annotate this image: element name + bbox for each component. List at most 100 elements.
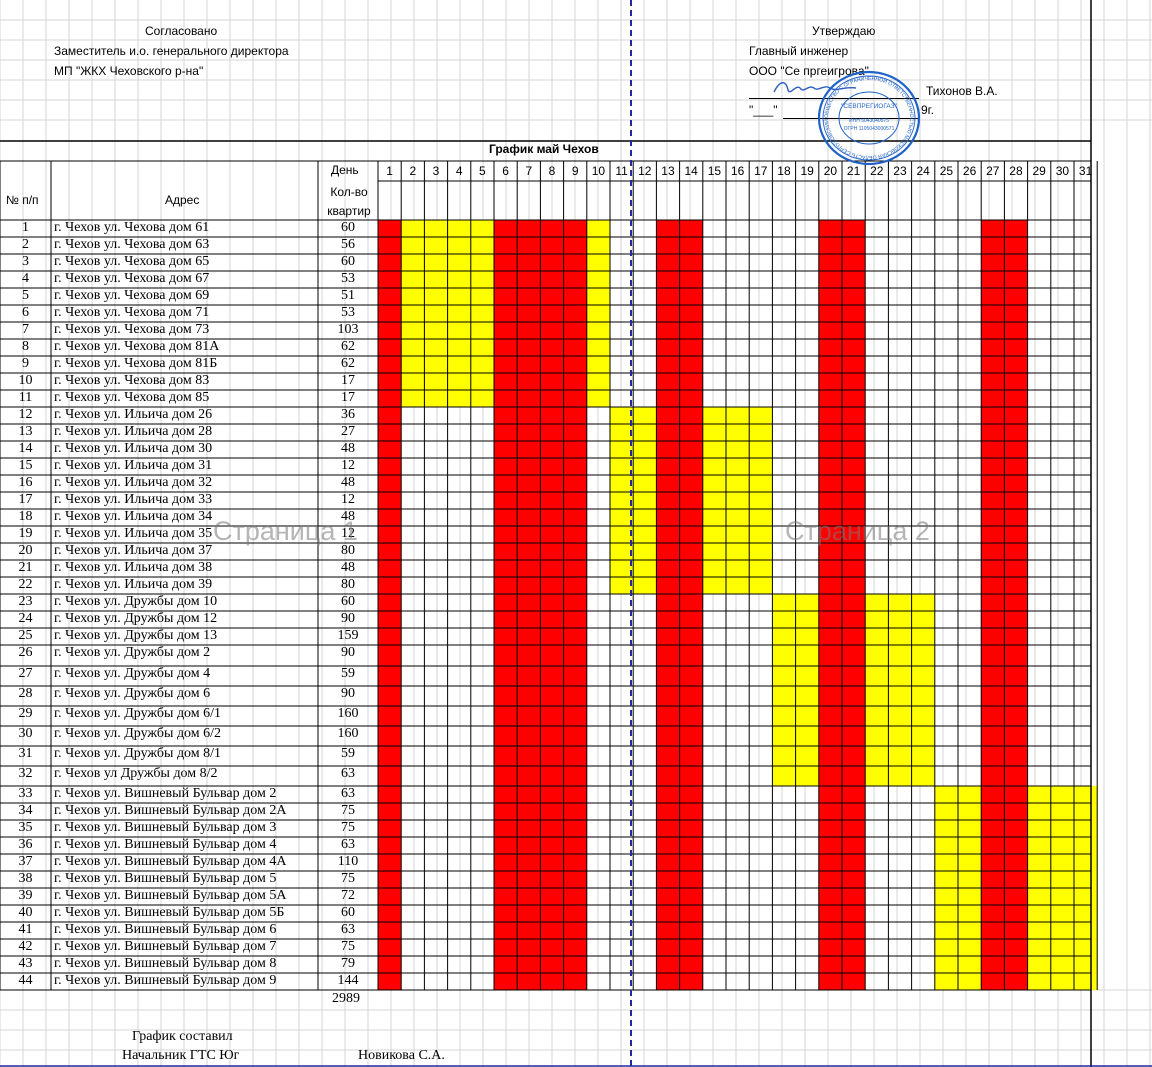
schedule-cell	[586, 339, 610, 356]
schedule-cell	[517, 475, 541, 492]
schedule-cell	[494, 577, 518, 594]
day-header: 14	[684, 164, 698, 178]
approved-line2: МП "ЖКХ Чеховского р-на"	[54, 64, 204, 78]
day-header: 10	[591, 164, 606, 178]
schedule-cell	[726, 543, 750, 560]
row-address: г. Чехов ул. Вишневый Бульвар дом 8	[54, 956, 277, 971]
row-apartments: 75	[341, 803, 355, 818]
schedule-cell	[842, 854, 866, 871]
schedule-cell	[1050, 922, 1074, 939]
schedule-cell	[702, 424, 726, 441]
schedule-cell	[494, 356, 518, 373]
schedule-cell	[517, 560, 541, 577]
schedule-cell	[540, 686, 564, 706]
row-address: г. Чехов ул. Дружбы дом 6/2	[54, 726, 222, 741]
row-apartments: 59	[341, 666, 355, 681]
schedule-cell	[517, 492, 541, 509]
confirm-title: Утверждаю	[812, 24, 876, 38]
schedule-cell	[1004, 803, 1028, 820]
row-address: г. Чехов ул. Ильича дом 39	[54, 577, 213, 592]
schedule-cell	[842, 407, 866, 424]
schedule-cell	[378, 628, 402, 645]
schedule-cell	[656, 237, 680, 254]
schedule-cell	[818, 871, 842, 888]
schedule-cell	[958, 939, 982, 956]
schedule-cell	[818, 492, 842, 509]
schedule-cell	[818, 305, 842, 322]
schedule-cell	[842, 424, 866, 441]
schedule-cell	[818, 611, 842, 628]
schedule-cell	[981, 706, 1005, 726]
schedule-cell	[726, 424, 750, 441]
schedule-cell	[470, 356, 494, 373]
row-address: г. Чехов ул. Ильича дом 26	[54, 407, 213, 422]
schedule-cell	[702, 458, 726, 475]
schedule-cell	[726, 577, 750, 594]
schedule-cell	[540, 492, 564, 509]
schedule-cell	[1004, 509, 1028, 526]
day-header: 13	[661, 164, 675, 178]
schedule-cell	[981, 407, 1005, 424]
row-apartments: 12	[341, 526, 355, 541]
schedule-cell	[679, 424, 703, 441]
schedule-cell	[1004, 594, 1028, 611]
schedule-cell	[888, 666, 912, 686]
schedule-cell	[795, 686, 819, 706]
row-apartments: 63	[341, 786, 355, 801]
watermark-page-2: Страница 2	[785, 516, 930, 546]
schedule-cell	[981, 339, 1005, 356]
schedule-cell	[911, 645, 935, 666]
schedule-cell	[563, 220, 587, 237]
schedule-cell	[494, 803, 518, 820]
schedule-cell	[540, 645, 564, 666]
schedule-cell	[981, 322, 1005, 339]
schedule-cell	[679, 526, 703, 543]
schedule-cell	[378, 390, 402, 407]
schedule-cell	[1074, 922, 1098, 939]
row-apartments: 48	[341, 560, 355, 575]
schedule-cell	[842, 288, 866, 305]
schedule-cell	[494, 888, 518, 905]
schedule-cell	[656, 628, 680, 645]
schedule-cell	[494, 543, 518, 560]
schedule-cell	[679, 611, 703, 628]
schedule-cell	[378, 407, 402, 424]
schedule-cell	[1004, 373, 1028, 390]
schedule-cell	[1004, 888, 1028, 905]
schedule-cell	[772, 628, 796, 645]
schedule-cell	[563, 746, 587, 766]
row-number: 44	[18, 973, 33, 988]
day-header: 8	[548, 164, 556, 178]
schedule-cell	[633, 526, 657, 543]
footer-name: Новикова С.А.	[358, 1048, 445, 1063]
schedule-cell	[934, 939, 958, 956]
schedule-cell	[981, 254, 1005, 271]
schedule-cell	[865, 686, 889, 706]
schedule-cell	[842, 666, 866, 686]
schedule-cell	[842, 509, 866, 526]
schedule-cell	[726, 458, 750, 475]
schedule-cell	[447, 288, 471, 305]
schedule-cell	[1004, 458, 1028, 475]
day-header: 7	[525, 164, 533, 178]
schedule-cell	[563, 577, 587, 594]
schedule-cell	[842, 271, 866, 288]
row-apartments: 17	[341, 373, 355, 388]
schedule-cell	[679, 407, 703, 424]
schedule-cell	[517, 526, 541, 543]
header-day: День	[331, 163, 359, 177]
schedule-cell	[610, 475, 634, 492]
schedule-cell	[494, 726, 518, 746]
schedule-cell	[1004, 407, 1028, 424]
schedule-cell	[447, 220, 471, 237]
schedule-cell	[818, 322, 842, 339]
schedule-cell	[517, 628, 541, 645]
schedule-cell	[1004, 356, 1028, 373]
schedule-cell	[842, 322, 866, 339]
schedule-cell	[1027, 854, 1051, 871]
schedule-cell	[401, 237, 425, 254]
schedule-cell	[842, 803, 866, 820]
schedule-cell	[934, 888, 958, 905]
row-number: 35	[18, 820, 33, 835]
schedule-cell	[494, 237, 518, 254]
